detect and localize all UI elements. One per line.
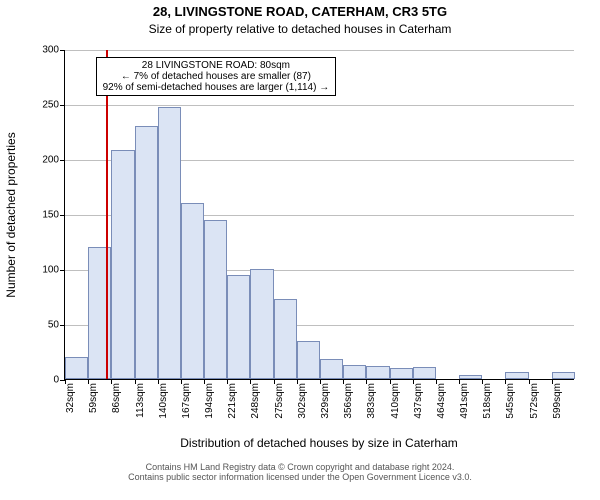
x-tick-label: 248sqm (250, 383, 261, 419)
chart-subtitle: Size of property relative to detached ho… (0, 22, 600, 36)
y-axis-label: Number of detached properties (4, 132, 18, 297)
histogram-bar (158, 107, 181, 379)
y-tick-label: 0 (53, 375, 65, 386)
x-axis-label: Distribution of detached houses by size … (64, 436, 574, 450)
histogram-bar (135, 126, 158, 379)
x-tick-label: 491sqm (459, 383, 470, 419)
x-tick-label: 194sqm (204, 383, 215, 419)
x-tick-label: 302sqm (297, 383, 308, 419)
histogram-bar (297, 341, 320, 380)
y-tick-label: 250 (42, 100, 65, 111)
annotation-line-2: ← 7% of detached houses are smaller (87) (103, 71, 330, 82)
histogram-bar (250, 269, 273, 379)
histogram-bar (274, 299, 297, 379)
histogram-bar (320, 359, 343, 379)
x-tick-label: 356sqm (343, 383, 354, 419)
footer-line-2: Contains public sector information licen… (0, 472, 600, 482)
x-tick-label: 32sqm (65, 383, 76, 413)
annotation-line-3: 92% of semi-detached houses are larger (… (103, 82, 330, 93)
gridline (65, 50, 574, 51)
histogram-bar (366, 366, 389, 379)
annotation-box: 28 LIVINGSTONE ROAD: 80sqm← 7% of detach… (96, 57, 337, 96)
histogram-bar (65, 357, 88, 379)
y-tick-label: 100 (42, 265, 65, 276)
x-tick-label: 599sqm (552, 383, 563, 419)
y-tick-label: 200 (42, 155, 65, 166)
histogram-bar (505, 372, 528, 379)
x-tick-label: 329sqm (320, 383, 331, 419)
histogram-bar (111, 150, 134, 379)
x-tick-label: 545sqm (505, 383, 516, 419)
x-tick-label: 167sqm (181, 383, 192, 419)
plot-area: 05010015020025030032sqm59sqm86sqm113sqm1… (64, 50, 574, 380)
x-tick-label: 86sqm (111, 383, 122, 413)
x-tick-label: 275sqm (274, 383, 285, 419)
chart-title: 28, LIVINGSTONE ROAD, CATERHAM, CR3 5TG (0, 4, 600, 19)
y-tick-label: 300 (42, 45, 65, 56)
x-tick-label: 383sqm (366, 383, 377, 419)
reference-marker-line (106, 50, 108, 379)
y-tick-label: 150 (42, 210, 65, 221)
histogram-bar (413, 367, 436, 379)
histogram-bar (343, 365, 366, 379)
histogram-bar (204, 220, 227, 380)
x-tick-label: 410sqm (390, 383, 401, 419)
histogram-bar (459, 375, 482, 379)
footer-attribution: Contains HM Land Registry data © Crown c… (0, 462, 600, 482)
y-tick-label: 50 (48, 320, 65, 331)
histogram-bar (552, 372, 575, 379)
x-tick-label: 437sqm (413, 383, 424, 419)
annotation-line-1: 28 LIVINGSTONE ROAD: 80sqm (103, 60, 330, 71)
x-tick-label: 140sqm (158, 383, 169, 419)
x-tick-label: 221sqm (227, 383, 238, 419)
gridline (65, 105, 574, 106)
histogram-bar (390, 368, 413, 379)
footer-line-1: Contains HM Land Registry data © Crown c… (0, 462, 600, 472)
x-tick-label: 59sqm (88, 383, 99, 413)
x-tick-label: 572sqm (529, 383, 540, 419)
histogram-bar (227, 275, 250, 380)
x-tick-label: 464sqm (436, 383, 447, 419)
x-tick-label: 518sqm (482, 383, 493, 419)
x-tick-label: 113sqm (135, 383, 146, 418)
histogram-bar (181, 203, 204, 379)
